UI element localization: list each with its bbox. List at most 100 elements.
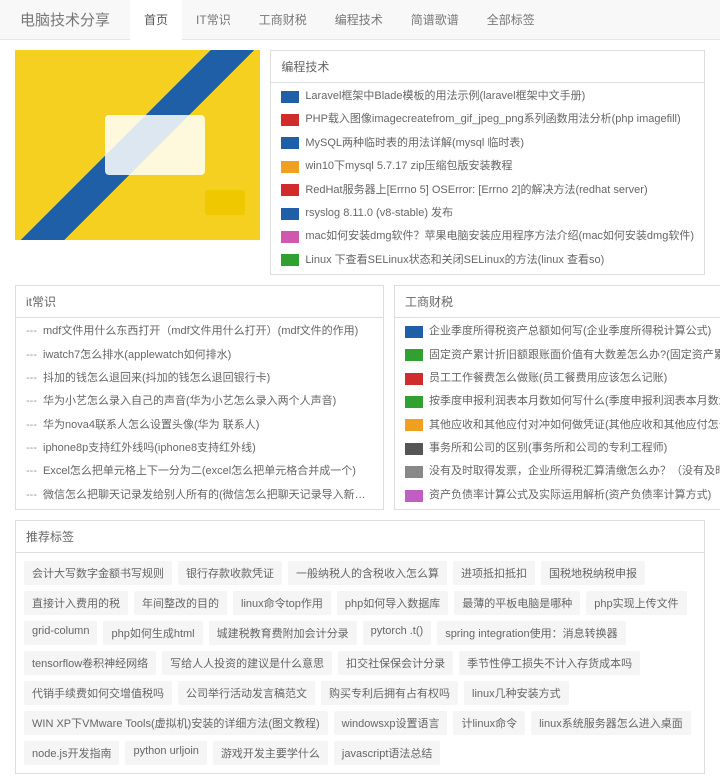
category-badge xyxy=(281,184,299,196)
list-item[interactable]: ---iwatch7怎么排水(applewatch如何排水) xyxy=(16,344,383,367)
tag[interactable]: windowsxp设置语言 xyxy=(334,711,448,735)
tag[interactable]: 国税地税纳税申报 xyxy=(541,561,645,585)
list-prefix: --- xyxy=(26,394,37,409)
list-item[interactable]: --- iphone8p支持红外线吗(iphone8支持红外线) xyxy=(16,437,383,460)
header: 电脑技术分享 首页IT常识工商财税编程技术简谱歌谱全部标签 xyxy=(0,0,720,40)
nav-item-0[interactable]: 首页 xyxy=(130,0,182,40)
category-badge xyxy=(405,349,423,361)
tag[interactable]: 最薄的平板电脑是哪种 xyxy=(454,591,580,615)
nav-item-1[interactable]: IT常识 xyxy=(182,0,245,40)
tag[interactable]: node.js开发指南 xyxy=(24,741,119,765)
nav-item-5[interactable]: 全部标签 xyxy=(473,0,549,40)
tag[interactable]: 银行存款收款凭证 xyxy=(178,561,282,585)
tag[interactable]: 直接计入费用的税 xyxy=(24,591,128,615)
list-item[interactable]: 按季度申报利润表本月数如何写什么(季度申报利润表本月数怎么填) xyxy=(395,390,720,413)
list-item[interactable]: 资产负债率计算公式及实际运用解析(资产负债率计算方式) xyxy=(395,484,720,507)
tag[interactable]: javascript语法总结 xyxy=(334,741,440,765)
list-item[interactable]: ---华为小艺怎么录入自己的声音(华为小艺怎么录入两个人声音) xyxy=(16,390,383,413)
list-text: iphone8p支持红外线吗(iphone8支持红外线) xyxy=(43,441,256,456)
tag[interactable]: 进项抵扣抵扣 xyxy=(453,561,535,585)
list-item[interactable]: rsyslog 8.11.0 (v8-stable) 发布 xyxy=(271,202,704,225)
nav: 首页IT常识工商财税编程技术简谱歌谱全部标签 xyxy=(130,0,549,40)
tag[interactable]: tensorflow卷积神经网络 xyxy=(24,651,156,675)
tag[interactable]: linux系统服务器怎么进入桌面 xyxy=(531,711,691,735)
list-item[interactable]: ---抖加的钱怎么退回来(抖加的钱怎么退回银行卡) xyxy=(16,367,383,390)
nav-item-3[interactable]: 编程技术 xyxy=(321,0,397,40)
list-item[interactable]: win10下mysql 5.7.17 zip压缩包版安装教程 xyxy=(271,155,704,178)
list-item[interactable]: ---华为nova4联系人怎么设置头像(华为 联系人) xyxy=(16,414,383,437)
list-prefix: --- xyxy=(26,324,37,339)
tag[interactable]: 年间整改的目的 xyxy=(134,591,227,615)
nav-item-2[interactable]: 工商财税 xyxy=(245,0,321,40)
brand: 电脑技术分享 xyxy=(20,9,110,30)
category-badge xyxy=(281,114,299,126)
hero-image xyxy=(15,50,260,240)
list-text: 固定资产累计折旧额跟账面价值有大数差怎么办?(固定资产累计折旧合计科目) xyxy=(429,348,720,363)
panel-tax: 工商财税 企业季度所得税资产总额如何写(企业季度所得税计算公式) 固定资产累计折旧… xyxy=(394,285,720,510)
tag[interactable]: WIN XP下VMware Tools(虚拟机)安装的详细方法(图文教程) xyxy=(24,711,328,735)
tag[interactable]: python urljoin xyxy=(125,741,206,765)
list-text: 企业季度所得税资产总额如何写(企业季度所得税计算公式) xyxy=(429,324,711,339)
tag[interactable]: linux命令top作用 xyxy=(233,591,331,615)
list-text: 其他应收和其他应付对冲如何做凭证(其他应收和其他应付怎么调账) xyxy=(429,418,720,433)
tag[interactable]: 计linux命令 xyxy=(453,711,525,735)
list-text: Excel怎么把单元格上下一分为二(excel怎么把单元格合并成一个) xyxy=(43,464,356,479)
category-badge xyxy=(405,326,423,338)
category-badge xyxy=(405,419,423,431)
list-item[interactable]: ---微信怎么把聊天记录发给别人所有的(微信怎么把聊天记录导入新手机) xyxy=(16,484,383,507)
tag[interactable]: 购买专利后拥有占有权吗 xyxy=(321,681,458,705)
tag[interactable]: 会计大写数字金额书写规则 xyxy=(24,561,172,585)
panel-tax-title: 工商财税 xyxy=(395,286,720,318)
list-prefix: --- xyxy=(26,418,37,433)
category-badge xyxy=(281,137,299,149)
panel-it: it常识 ---mdf文件用什么东西打开（mdf文件用什么打开）(mdf文件的作… xyxy=(15,285,384,510)
list-item[interactable]: 企业季度所得税资产总额如何写(企业季度所得税计算公式) xyxy=(395,320,720,343)
list-text: 微信怎么把聊天记录发给别人所有的(微信怎么把聊天记录导入新手机) xyxy=(43,488,373,503)
list-item[interactable]: 没有及时取得发票，企业所得税汇算清缴怎么办？（没有及时取得发票可以入成本 xyxy=(395,460,720,483)
tag[interactable]: 扣交社保保会计分录 xyxy=(338,651,453,675)
list-item[interactable]: mac如何安装dmg软件？苹果电脑安装应用程序方法介绍(mac如何安装dmg软件… xyxy=(271,225,704,248)
list-item[interactable]: RedHat服务器上[Errno 5] OSError: [Errno 2]的解… xyxy=(271,179,704,202)
panel-tech-title: 编程技术 xyxy=(271,51,704,83)
tag[interactable]: pytorch .t() xyxy=(363,621,432,645)
list-text: 员工工作餐费怎么做账(员工餐费用应该怎么记账) xyxy=(429,371,667,386)
list-item[interactable]: 事务所和公司的区别(事务所和公司的专利工程师) xyxy=(395,437,720,460)
list-text: iwatch7怎么排水(applewatch如何排水) xyxy=(43,348,231,363)
category-badge xyxy=(281,254,299,266)
list-text: RedHat服务器上[Errno 5] OSError: [Errno 2]的解… xyxy=(305,183,647,198)
panel-tags-title: 推荐标签 xyxy=(16,521,704,553)
tag[interactable]: 写给人人投资的建议是什么意思 xyxy=(162,651,332,675)
list-text: rsyslog 8.11.0 (v8-stable) 发布 xyxy=(305,206,453,221)
panel-it-title: it常识 xyxy=(16,286,383,318)
tag[interactable]: 季节性停工损失不计入存货成本吗 xyxy=(459,651,640,675)
list-item[interactable]: PHP载入图像imagecreatefrom_gif_jpeg_png系列函数用… xyxy=(271,108,704,131)
tag[interactable]: grid-column xyxy=(24,621,97,645)
tag[interactable]: php如何导入数据库 xyxy=(337,591,448,615)
tag[interactable]: 城建税教育费附加会计分录 xyxy=(209,621,357,645)
nav-item-4[interactable]: 简谱歌谱 xyxy=(397,0,473,40)
tag[interactable]: 公司举行活动发言稿范文 xyxy=(178,681,315,705)
tag[interactable]: 代销手续费如何交增值税吗 xyxy=(24,681,172,705)
list-item[interactable]: MySQL两种临时表的用法详解(mysql 临时表) xyxy=(271,132,704,155)
tag[interactable]: spring integration使用：消息转换器 xyxy=(437,621,625,645)
list-item[interactable]: 员工工作餐费怎么做账(员工餐费用应该怎么记账) xyxy=(395,367,720,390)
list-item[interactable]: ---mdf文件用什么东西打开（mdf文件用什么打开）(mdf文件的作用) xyxy=(16,320,383,343)
category-badge xyxy=(281,231,299,243)
list-item[interactable]: Laravel框架中Blade模板的用法示例(laravel框架中文手册) xyxy=(271,85,704,108)
category-badge xyxy=(405,490,423,502)
tag[interactable]: php如何生成html xyxy=(103,621,202,645)
category-badge xyxy=(405,443,423,455)
list-item[interactable]: ---Excel怎么把单元格上下一分为二(excel怎么把单元格合并成一个) xyxy=(16,460,383,483)
list-item[interactable]: 其他应收和其他应付对冲如何做凭证(其他应收和其他应付怎么调账) xyxy=(395,414,720,437)
tag[interactable]: php实现上传文件 xyxy=(586,591,686,615)
tag[interactable]: 游戏开发主要学什么 xyxy=(213,741,328,765)
list-text: 资产负债率计算公式及实际运用解析(资产负债率计算方式) xyxy=(429,488,711,503)
tag[interactable]: linux几种安装方式 xyxy=(464,681,569,705)
list-prefix: --- xyxy=(26,441,37,456)
list-item[interactable]: 固定资产累计折旧额跟账面价值有大数差怎么办?(固定资产累计折旧合计科目) xyxy=(395,344,720,367)
category-badge xyxy=(405,373,423,385)
list-text: Linux 下查看SELinux状态和关闭SELinux的方法(linux 查看… xyxy=(305,253,604,268)
list-text: MySQL两种临时表的用法详解(mysql 临时表) xyxy=(305,136,524,151)
list-item[interactable]: Linux 下查看SELinux状态和关闭SELinux的方法(linux 查看… xyxy=(271,249,704,272)
tag[interactable]: 一般纳税人的含税收入怎么算 xyxy=(288,561,447,585)
